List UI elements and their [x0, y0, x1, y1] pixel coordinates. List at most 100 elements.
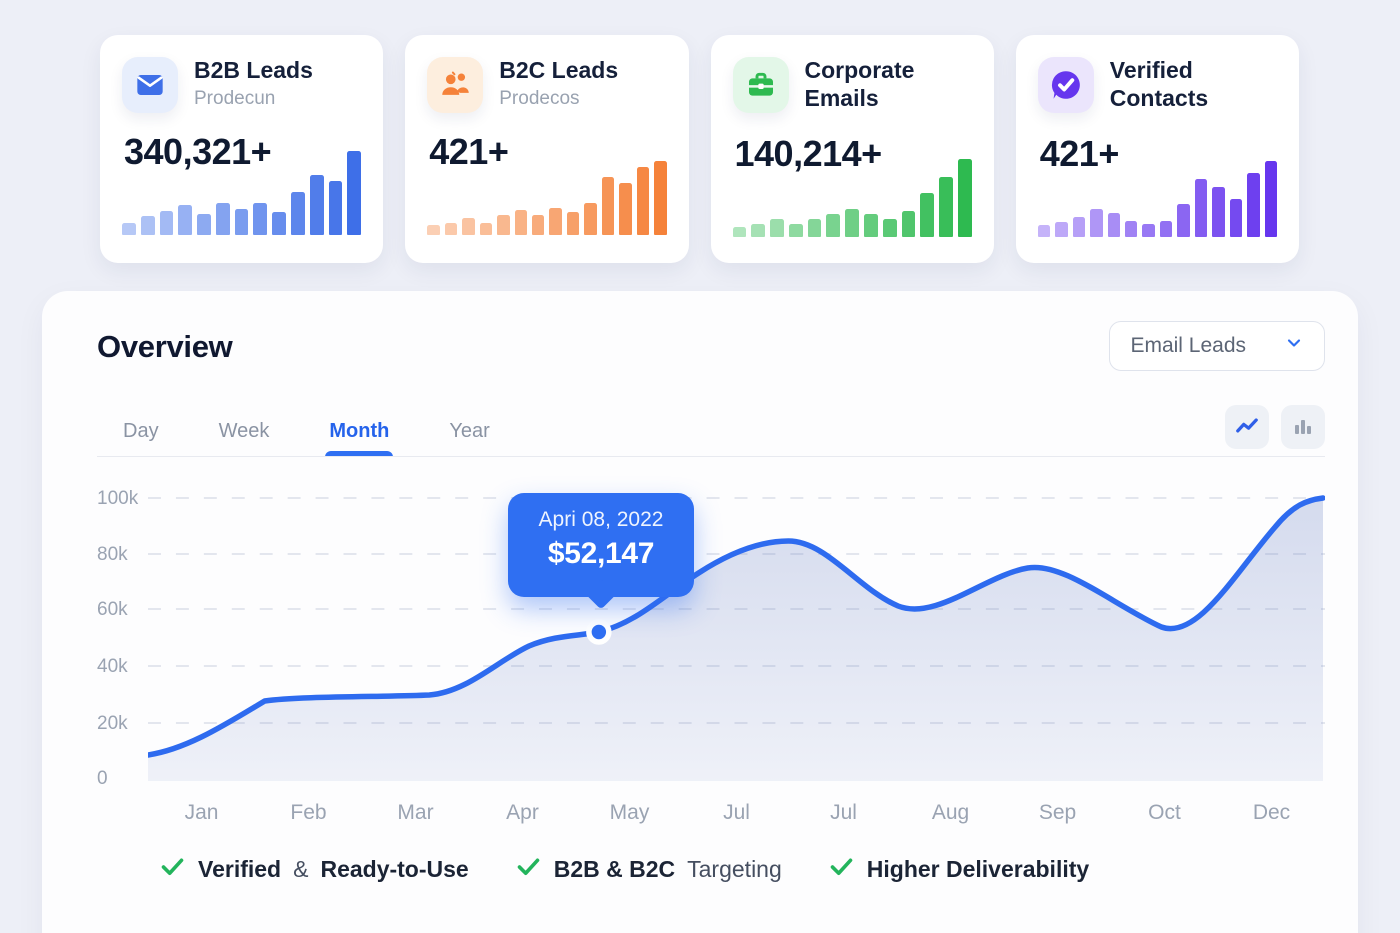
mini-bar — [549, 208, 562, 235]
card-title: B2B Leads — [194, 57, 313, 83]
mini-bar — [732, 227, 747, 238]
mini-bar — [497, 215, 510, 235]
tooltip-date: Apri 08, 2022 — [538, 508, 664, 531]
mini-bar — [328, 181, 343, 235]
page-title: Overview — [97, 329, 233, 364]
mini-bar — [826, 214, 841, 238]
mini-bar — [514, 210, 527, 235]
tab-day[interactable]: Day — [123, 420, 159, 442]
email-leads-dropdown[interactable]: Email Leads — [1109, 321, 1325, 371]
card-value: 421+ — [429, 131, 509, 172]
card-header: B2B Leads Prodecun — [122, 57, 361, 113]
card-header: B2C Leads Prodecos — [427, 57, 666, 113]
tab-week[interactable]: Week — [218, 420, 270, 442]
mini-bar — [1194, 179, 1208, 238]
check-icon — [828, 853, 855, 886]
area-chart-svg — [148, 495, 1325, 781]
y-axis-labels: 100k 80k 60k 40k 20k 0 — [97, 465, 148, 789]
mini-bar — [272, 212, 287, 235]
mini-bar — [1090, 209, 1103, 238]
mini-bar — [215, 203, 230, 235]
badge-text: Higher Deliverability — [866, 856, 1090, 882]
mini-bar — [601, 177, 615, 235]
line-chart-toggle-button[interactable] — [1225, 405, 1269, 449]
mini-bar — [901, 211, 916, 238]
mini-bar — [1247, 173, 1260, 238]
mini-bar — [751, 224, 766, 238]
chart-tooltip: Apri 08, 2022 $52,147 — [508, 493, 694, 597]
x-tick-label: Oct — [1148, 801, 1181, 824]
x-axis-labels: Jan Feb Mar Apr May Jul Jul Aug Sep Oct Dec — [148, 801, 1325, 825]
mini-bar — [863, 214, 878, 238]
card-value: 140,214+ — [734, 133, 883, 175]
check-icon — [515, 853, 542, 886]
mini-bar — [566, 212, 580, 235]
x-tick-label: Jul — [830, 801, 857, 824]
mini-bar — [845, 209, 859, 238]
mini-bar — [584, 203, 597, 235]
mini-bar — [1107, 213, 1121, 238]
card-subtitle: Prodecun — [194, 87, 276, 109]
highlight-point-marker — [586, 619, 612, 645]
mini-bar — [462, 218, 475, 235]
y-tick-label: 40k — [97, 656, 128, 677]
stat-card-b2c-leads[interactable]: B2C Leads Prodecos 421+ — [405, 35, 689, 263]
mini-bar — [1037, 225, 1051, 238]
mini-bar — [291, 192, 305, 235]
x-tick-label: Dec — [1252, 801, 1291, 824]
x-tick-label: Aug — [931, 801, 970, 824]
x-tick-label: Jan — [184, 801, 219, 824]
bar-chart-icon — [1291, 414, 1315, 441]
mini-bar — [882, 219, 897, 238]
mini-bar — [197, 214, 211, 235]
card-title: B2C Leads — [499, 57, 619, 83]
badge-text: Ready-to-Use — [320, 856, 469, 882]
mini-bar-chart — [122, 131, 362, 235]
x-tick-label: Jul — [723, 801, 750, 824]
x-tick-label: May — [609, 801, 650, 824]
x-tick-label: Sep — [1038, 801, 1077, 824]
x-tick-label: Mar — [397, 801, 434, 824]
tab-month[interactable]: Month — [317, 412, 401, 457]
mini-bar — [427, 225, 440, 235]
bar-chart-toggle-button[interactable] — [1281, 405, 1325, 449]
stat-cards-row: B2B Leads Prodecun 340,321+ B2C Leads — [0, 0, 1400, 263]
mini-bar — [788, 224, 803, 238]
card-header: Verified Contacts — [1037, 57, 1277, 115]
feature-badge: Higher Deliverability — [828, 853, 1089, 886]
mini-bar-chart — [427, 131, 667, 235]
line-chart-icon — [1234, 413, 1260, 442]
card-header: Corporate Emails — [732, 57, 972, 115]
mini-bar — [1229, 199, 1243, 238]
y-tick-label: 0 — [97, 768, 108, 789]
verified-chat-icon — [1037, 57, 1094, 113]
mini-bar-chart — [732, 133, 972, 238]
mini-bar — [1264, 161, 1278, 238]
mini-bar — [920, 193, 935, 238]
mini-bar-chart — [1037, 133, 1278, 238]
feature-badges-row: Verified & Ready-to-Use B2B & B2C Targeti… — [159, 853, 1325, 886]
mini-bar — [619, 183, 632, 235]
tab-year[interactable]: Year — [449, 420, 490, 442]
x-tick-label: Apr — [506, 801, 539, 824]
stat-card-verified-contacts[interactable]: Verified Contacts 421+ — [1015, 35, 1299, 263]
mini-bar — [1212, 187, 1225, 238]
envelope-icon — [122, 57, 178, 113]
period-tabs: Day Week Month Year — [111, 412, 502, 457]
check-icon — [159, 853, 186, 886]
feature-badge: Verified & Ready-to-Use — [159, 853, 469, 886]
stat-card-corporate-emails[interactable]: Corporate Emails 140,214+ — [710, 35, 994, 263]
y-tick-label: 60k — [97, 599, 128, 620]
area-chart-plot[interactable]: Apri 08, 2022 $52,147 — [148, 465, 1325, 785]
stat-card-b2b-leads[interactable]: B2B Leads Prodecun 340,321+ — [100, 35, 384, 263]
card-title: Verified Contacts — [1109, 57, 1209, 111]
tooltip-value: $52,147 — [547, 537, 655, 570]
card-value: 421+ — [1039, 133, 1120, 175]
mini-bar — [1142, 224, 1155, 238]
mini-bar — [1177, 204, 1190, 238]
mini-bar — [1072, 217, 1086, 238]
mini-bar — [531, 215, 545, 235]
card-subtitle: Prodecos — [499, 87, 580, 109]
badge-text: Verified — [198, 856, 282, 882]
mini-bar — [444, 223, 458, 235]
